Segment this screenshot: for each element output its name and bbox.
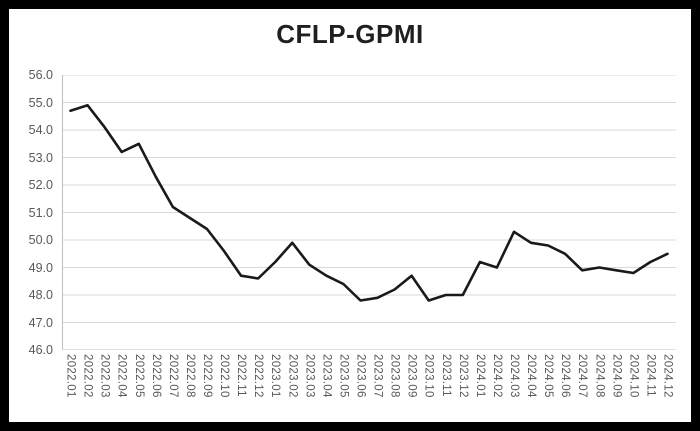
y-tick-label: 52.0 — [28, 178, 53, 192]
data-line-series — [69, 103, 669, 302]
x-tick-label: 2024.04 — [525, 354, 538, 398]
x-tick-label: 2023.04 — [320, 354, 333, 398]
x-tick-label: 2023.11 — [439, 354, 452, 397]
x-tick-label: 2024.03 — [507, 354, 520, 398]
y-tick-label: 49.0 — [28, 260, 53, 275]
x-tick-label: 2024.08 — [593, 354, 606, 398]
y-tick-label: 48.0 — [28, 288, 53, 302]
y-tick-label: 47.0 — [28, 315, 53, 330]
x-tick-label: 2023.12 — [456, 354, 469, 398]
x-tick-label: 2023.02 — [286, 354, 299, 398]
plot-area — [62, 75, 676, 350]
x-tick-label: 2024.10 — [627, 354, 640, 398]
y-tick-label: 50.0 — [28, 233, 53, 247]
x-tick-label: 2022.06 — [149, 354, 162, 398]
x-tick-label: 2024.09 — [610, 354, 623, 398]
x-tick-label: 2022.07 — [166, 354, 179, 398]
x-tick-label: 2024.11 — [644, 354, 657, 397]
x-tick-label: 2024.07 — [576, 354, 589, 398]
x-tick-label: 2024.02 — [490, 354, 503, 398]
x-tick-label: 2022.11 — [235, 354, 248, 397]
chart-title: CFLP-GPMI — [276, 19, 424, 49]
x-tick-label: 2023.09 — [405, 354, 418, 398]
x-tick-label: 2022.02 — [81, 354, 94, 398]
x-tick-label: 2022.05 — [132, 354, 145, 398]
x-tick-label: 2022.03 — [98, 354, 111, 398]
x-tick-label: 2022.12 — [252, 354, 265, 398]
x-tick-label: 2022.01 — [64, 354, 77, 398]
y-axis-tick-labels: 56.0 55.0 54.0 53.0 52.0 51.0 50.0 49.0 48.0 47.0… — [9, 68, 57, 357]
y-tick-label: 56.0 — [28, 68, 53, 82]
x-tick-label: 2023.07 — [371, 354, 384, 398]
x-tick-label: 2023.06 — [354, 354, 367, 398]
x-tick-label: 2023.01 — [269, 354, 282, 398]
x-tick-label: 2022.04 — [115, 354, 128, 398]
x-tick-label: 2023.10 — [422, 354, 435, 398]
x-tick-label: 2022.08 — [183, 354, 196, 398]
x-tick-label: 2024.12 — [661, 354, 674, 398]
x-tick-label: 2024.06 — [559, 354, 572, 398]
y-tick-label: 54.0 — [28, 123, 53, 137]
y-tick-label: 55.0 — [28, 95, 53, 110]
x-axis-tick-labels: 2022.01 2022.02 2022.03 2022.04 2022.05 2022.… — [62, 354, 676, 414]
y-tick-label: 51.0 — [28, 205, 53, 220]
x-tick-label: 2024.05 — [542, 354, 555, 398]
y-tick-label: 46.0 — [28, 343, 53, 357]
x-tick-label: 2023.03 — [303, 354, 316, 398]
x-tick-label: 2023.08 — [388, 354, 401, 398]
x-tick-label: 2024.01 — [473, 354, 486, 398]
y-tick-label: 53.0 — [28, 150, 53, 165]
x-tick-label: 2023.05 — [337, 354, 350, 398]
x-tick-label: 2022.10 — [218, 354, 231, 398]
x-tick-label: 2022.09 — [200, 354, 213, 398]
chart-area: CFLP-GPMI 56.0 55.0 54.0 53.0 52.0 51.0 50.0 49… — [9, 9, 691, 422]
